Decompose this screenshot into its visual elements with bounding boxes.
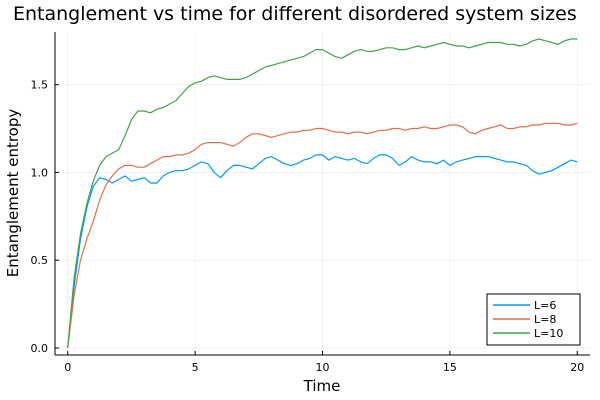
series-line-l-8 <box>67 122 578 349</box>
legend-label: L=8 <box>534 313 556 326</box>
x-ticks: 0 5 10 15 20 <box>64 351 584 374</box>
x-tick-label: 20 <box>570 361 584 374</box>
x-tick-label: 0 <box>64 361 71 374</box>
x-axis-label: Time <box>303 377 341 395</box>
chart-title: Entanglement vs time for different disor… <box>13 3 577 25</box>
legend-label: L=10 <box>534 327 563 340</box>
y-tick-label: 1.5 <box>31 79 49 92</box>
y-ticks: 0.0 0.5 1.0 1.5 <box>31 79 59 355</box>
series-line-l-6 <box>67 154 578 349</box>
x-tick-label: 5 <box>192 361 199 374</box>
legend-label: L=6 <box>534 299 556 312</box>
x-tick-label: 10 <box>316 361 330 374</box>
series-line-l-10 <box>67 38 578 349</box>
x-tick-label: 15 <box>443 361 457 374</box>
grid <box>55 32 590 355</box>
y-tick-label: 0.0 <box>31 342 49 355</box>
y-tick-label: 1.0 <box>31 166 49 179</box>
y-axis-label: Entanglement entropy <box>4 109 22 278</box>
legend: L=6L=8L=10 <box>486 293 581 346</box>
series-lines <box>67 38 578 349</box>
y-tick-label: 0.5 <box>31 254 49 267</box>
